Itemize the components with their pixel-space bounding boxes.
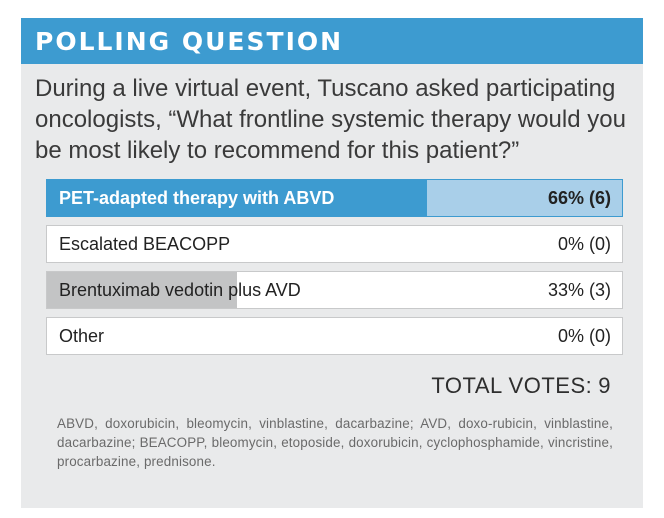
poll-option: Brentuximab vedotin plus AVD 33% (3)	[46, 271, 623, 309]
total-votes-label: TOTAL VOTES:	[431, 373, 593, 398]
total-votes: TOTAL VOTES: 9	[431, 373, 611, 399]
poll-option-bar	[47, 272, 237, 308]
poll-option: Escalated BEACOPP 0% (0)	[46, 225, 623, 263]
abbreviations-footnote: ABVD, doxorubicin, bleomycin, vinblastin…	[57, 416, 613, 469]
total-votes-value: 9	[598, 373, 611, 398]
poll-header: POLLING QUESTION	[21, 18, 643, 64]
poll-option: PET-adapted therapy with ABVD 66% (6)	[46, 179, 623, 217]
poll-option-value: 33% (3)	[547, 279, 611, 300]
polling-panel: POLLING QUESTION During a live virtual e…	[21, 18, 643, 508]
poll-question: During a live virtual event, Tuscano ask…	[35, 75, 626, 164]
poll-option-value: 0% (0)	[557, 233, 611, 254]
poll-title: POLLING QUESTION	[35, 26, 344, 56]
poll-option-bar	[47, 180, 427, 216]
poll-option: Other 0% (0)	[46, 317, 623, 355]
poll-option-value: 0% (0)	[557, 325, 611, 346]
poll-option-label: Escalated BEACOPP	[59, 233, 231, 254]
poll-option-label: Other	[59, 325, 105, 346]
poll-option-value: 66% (6)	[547, 187, 611, 208]
poll-option-label: PET-adapted therapy with ABVD	[59, 187, 335, 208]
poll-option-label: Brentuximab vedotin plus AVD	[59, 279, 301, 300]
